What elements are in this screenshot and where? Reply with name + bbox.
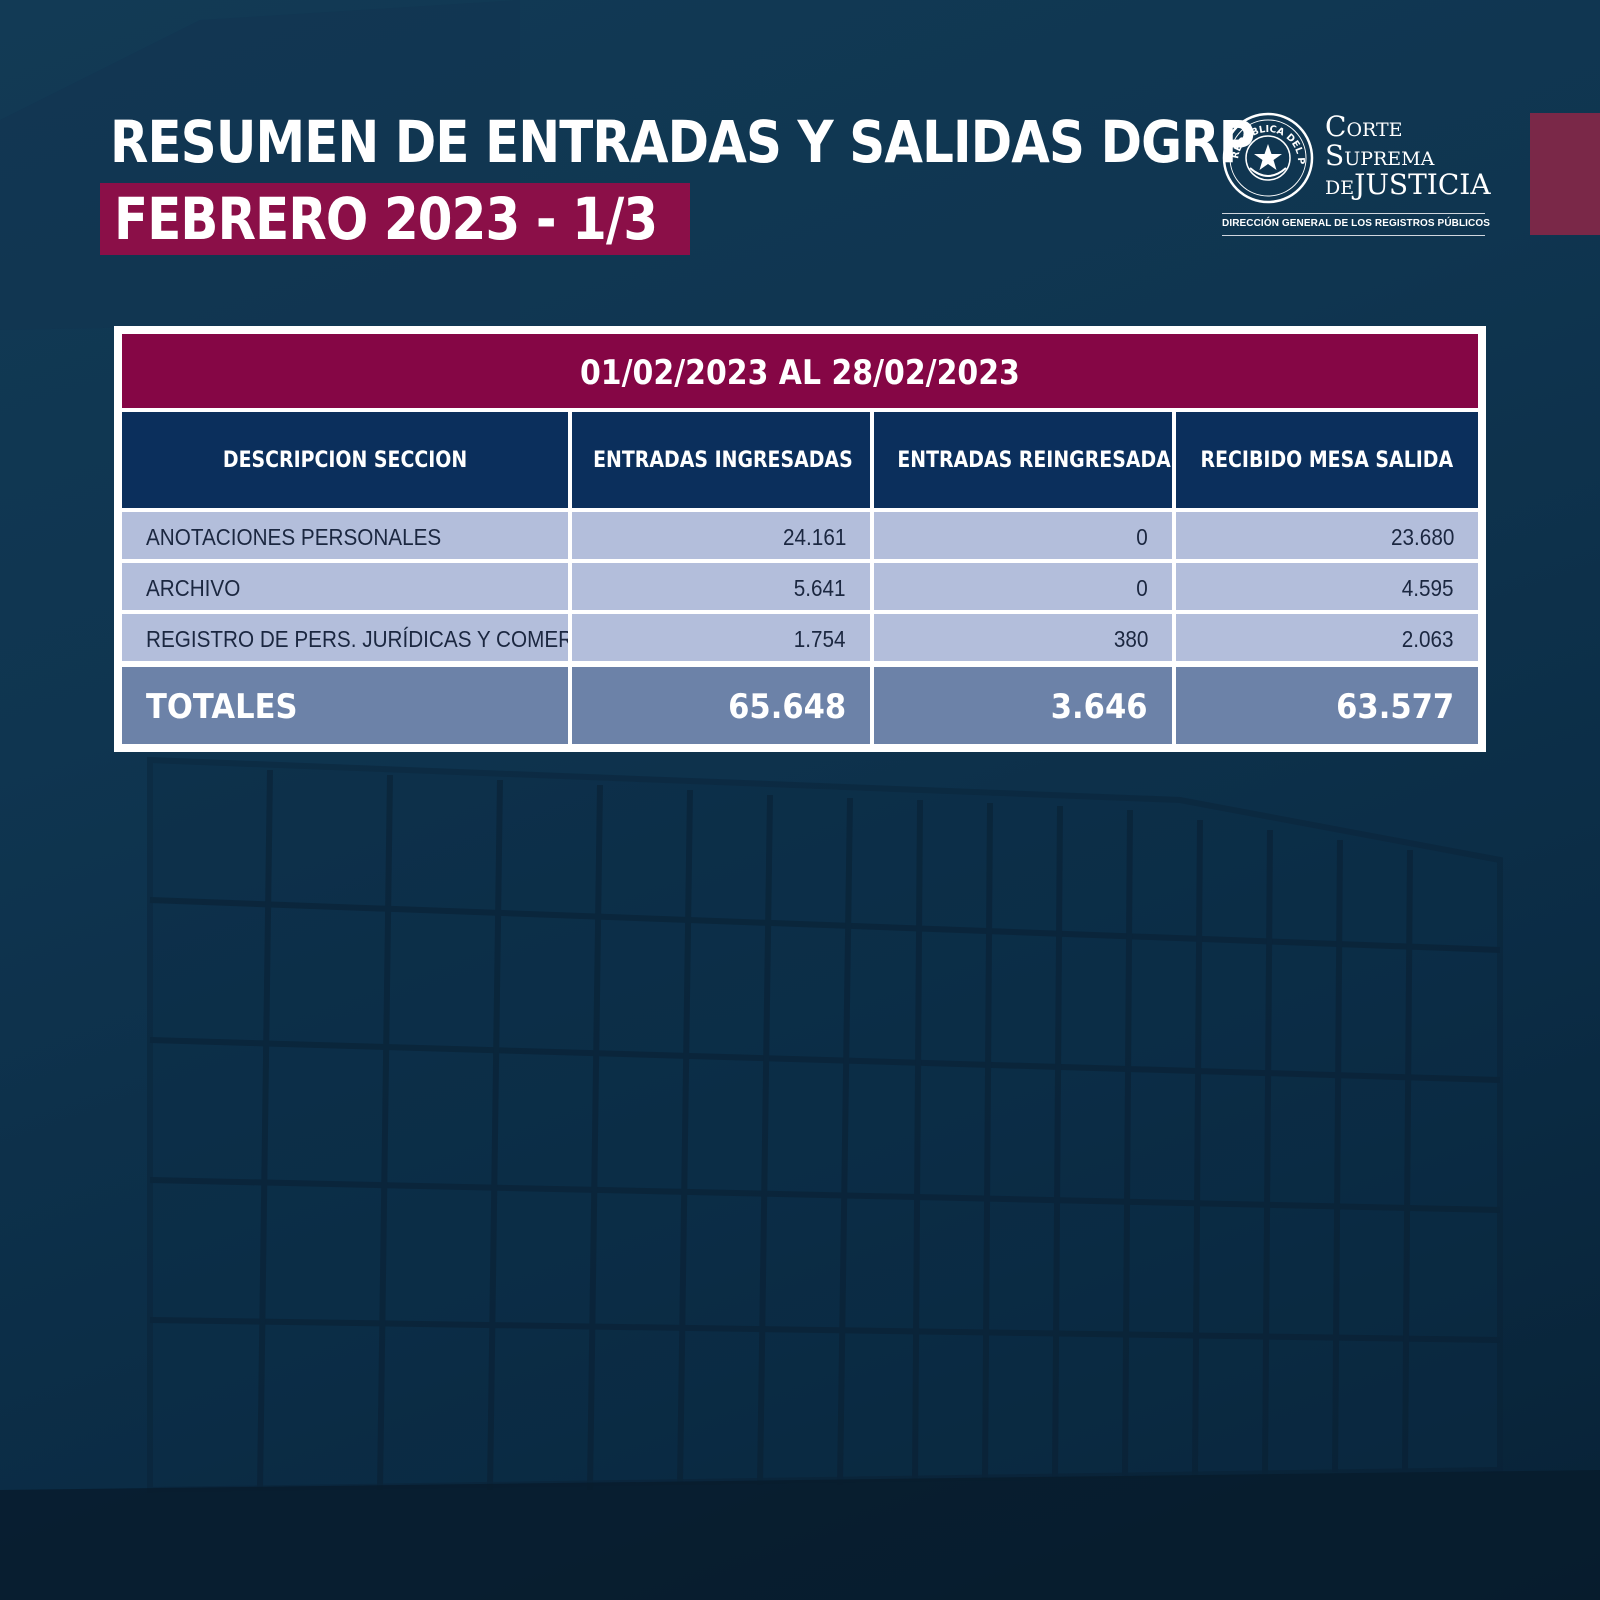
totals-label: TOTALES [122,667,568,744]
logo-subtitle: DIRECCIÓN GENERAL DE LOS REGISTROS PÚBLI… [1222,218,1491,229]
column-header-label: DESCRIPCION SECCION [222,448,468,473]
logo-initial-c: C [1325,110,1347,143]
column-header-entradas-reingresadas: ENTRADAS REINGRESADAS [874,412,1172,508]
cell-text: 380 [1113,626,1148,652]
cell-text: 4.595 [1402,575,1454,601]
column-header-recibido-mesa-salida: RECIBIDO MESA SALIDA [1176,412,1478,508]
accent-bar [1530,113,1600,235]
cell-text: 0 [1136,524,1148,550]
corte-suprema-logo: REPÚBLICA DEL PARAGUAY CORTE SUPREMA DEJ… [1222,112,1491,237]
table-cell: 380 [874,614,1172,661]
total-entradas-ingresadas: 65.648 [572,667,870,744]
column-header-entradas-ingresadas: ENTRADAS INGRESADAS [572,412,870,508]
cell-text: 2.063 [1402,626,1454,652]
cell-text: 23.680 [1390,524,1454,550]
cell-text: 3.646 [1051,687,1148,727]
summary-table: 01/02/2023 AL 28/02/2023 DESCRIPCION SEC… [114,326,1486,752]
column-header-label: RECIBIDO MESA SALIDA [1200,448,1454,473]
page-subtitle-highlight: FEBRERO 2023 - 1/3 [100,183,690,255]
cell-text: ANOTACIONES PERSONALES [146,524,442,550]
table-cell: 4.595 [1176,563,1478,610]
total-entradas-reingresadas: 3.646 [874,667,1172,744]
logo-word-suprema: UPREMA [1344,148,1435,170]
column-header-label: ENTRADAS REINGRESADAS [897,448,1172,473]
page-subtitle: FEBRERO 2023 - 1/3 [114,185,658,253]
table-cell: 0 [874,563,1172,610]
cell-text: TOTALES [146,687,298,727]
cell-text: 0 [1136,575,1148,601]
logo-word-corte: ORTE [1346,119,1403,141]
column-header-descripcion: DESCRIPCION SECCION [122,412,568,508]
logo-initial-s: S [1325,139,1345,172]
cell-text: REGISTRO DE PERS. JURÍDICAS Y COMERCIO [146,626,568,652]
table-cell: 23.680 [1176,512,1478,559]
date-range-banner: 01/02/2023 AL 28/02/2023 [122,334,1478,408]
logo-word-de: DE [1325,177,1355,199]
logo-divider-bottom [1222,235,1485,236]
total-recibido-mesa-salida: 63.577 [1176,667,1478,744]
cell-text: 5.641 [794,575,846,601]
table-cell: ARCHIVO [122,563,568,610]
logo-wordmark: CORTE SUPREMA DEJUSTICIA [1325,113,1491,201]
table-cell: 0 [874,512,1172,559]
table-cell: 1.754 [572,614,870,661]
table-cell: 5.641 [572,563,870,610]
table-cell: ANOTACIONES PERSONALES [122,512,568,559]
table-cell: 2.063 [1176,614,1478,661]
cell-text: 63.577 [1335,687,1454,727]
page-title: RESUMEN DE ENTRADAS Y SALIDAS DGRP [110,108,1255,176]
table-cell: 24.161 [572,512,870,559]
table-cell: REGISTRO DE PERS. JURÍDICAS Y COMERCIO [122,614,568,661]
column-header-label: ENTRADAS INGRESADAS [593,448,853,473]
cell-text: 65.648 [727,687,846,727]
logo-word-justicia: JUSTICIA [1354,168,1491,201]
cell-text: 1.754 [794,626,846,652]
date-range: 01/02/2023 AL 28/02/2023 [580,353,1020,393]
cell-text: 24.161 [782,524,846,550]
logo-divider [1222,213,1485,214]
seal-icon: REPÚBLICA DEL PARAGUAY [1222,112,1314,204]
cell-text: ARCHIVO [146,575,241,601]
